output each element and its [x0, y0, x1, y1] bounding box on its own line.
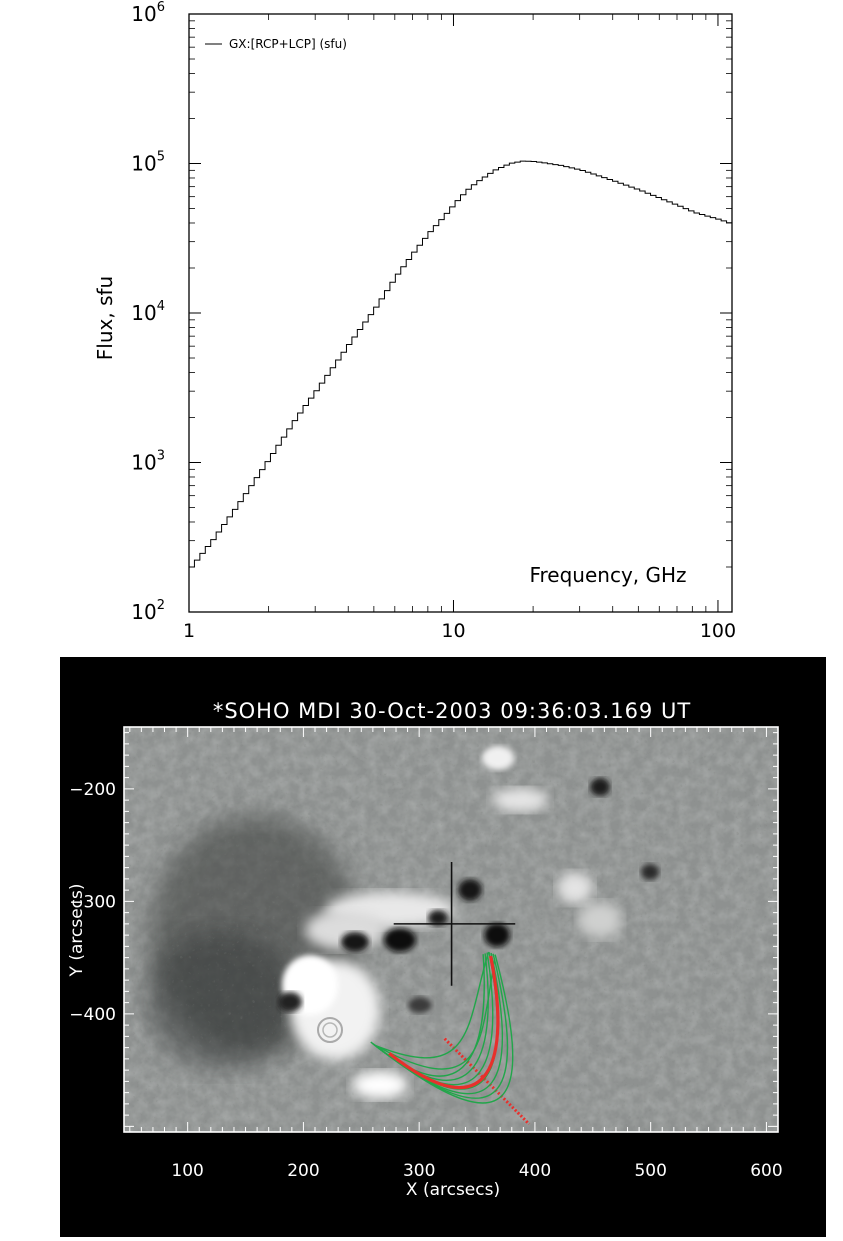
y-tick-label: 102	[131, 598, 165, 624]
x-tick-label: 10	[441, 620, 465, 642]
x-tick-label: 500	[634, 1161, 666, 1181]
y-tick-label: −300	[69, 892, 116, 912]
magnetogram-chart: 100 200 300 400 500 600 −200 −300 −400 *SOHO MD…	[60, 657, 826, 1237]
x-tick-label: 100	[700, 620, 736, 642]
magnetogram-x-tick-labels: 100 200 300 400 500 600	[171, 1161, 782, 1181]
spectrum-y-axis-label: Flux, sfu	[93, 276, 117, 360]
y-tick-label: 104	[131, 299, 165, 325]
x-tick-label: 300	[403, 1161, 435, 1181]
green-loop-inner	[374, 951, 490, 1059]
magnetogram-y-axis-label: Y (arcsecs)	[67, 884, 87, 978]
magnetogram-x-axis-label: X (arcsecs)	[406, 1180, 500, 1200]
x-tick-label: 400	[519, 1161, 551, 1181]
spectrum-plot-frame	[188, 13, 733, 613]
magnetogram-title: *SOHO MDI 30-Oct-2003 09:36:03.169 UT	[213, 699, 691, 723]
spectrum-x-ticks: 1 10 100	[183, 14, 736, 642]
x-tick-label: 200	[287, 1161, 319, 1181]
x-tick-label: 100	[171, 1161, 203, 1181]
red-loop-spine	[388, 955, 500, 1090]
magnetogram-plot-frame	[123, 726, 779, 1133]
crosshair-marker	[393, 862, 516, 986]
spectrum-chart: 102 103 104 105 106 1 10 100 GX:[RCP+LCP] (sfu…	[93, 0, 736, 642]
red-crossline	[443, 1037, 531, 1126]
y-tick-label: −400	[69, 1005, 116, 1025]
spectrum-legend-label: GX:[RCP+LCP] (sfu)	[229, 37, 347, 51]
spectrum-series-line	[189, 160, 733, 568]
spectrum-x-axis-label: Frequency, GHz	[529, 563, 686, 587]
y-tick-label: −200	[69, 780, 116, 800]
magnetogram-ticks	[124, 727, 779, 1132]
y-tick-label: 105	[131, 150, 165, 176]
x-tick-label: 600	[750, 1161, 782, 1181]
y-tick-label: 103	[131, 449, 165, 475]
y-tick-label: 106	[131, 0, 165, 26]
green-loop-inner	[378, 959, 496, 1070]
x-tick-label: 1	[183, 620, 195, 642]
green-loop	[379, 954, 514, 1104]
spectrum-y-ticks: 102 103 104 105 106	[131, 0, 732, 624]
magnetogram-y-tick-labels: −200 −300 −400	[69, 780, 116, 1025]
